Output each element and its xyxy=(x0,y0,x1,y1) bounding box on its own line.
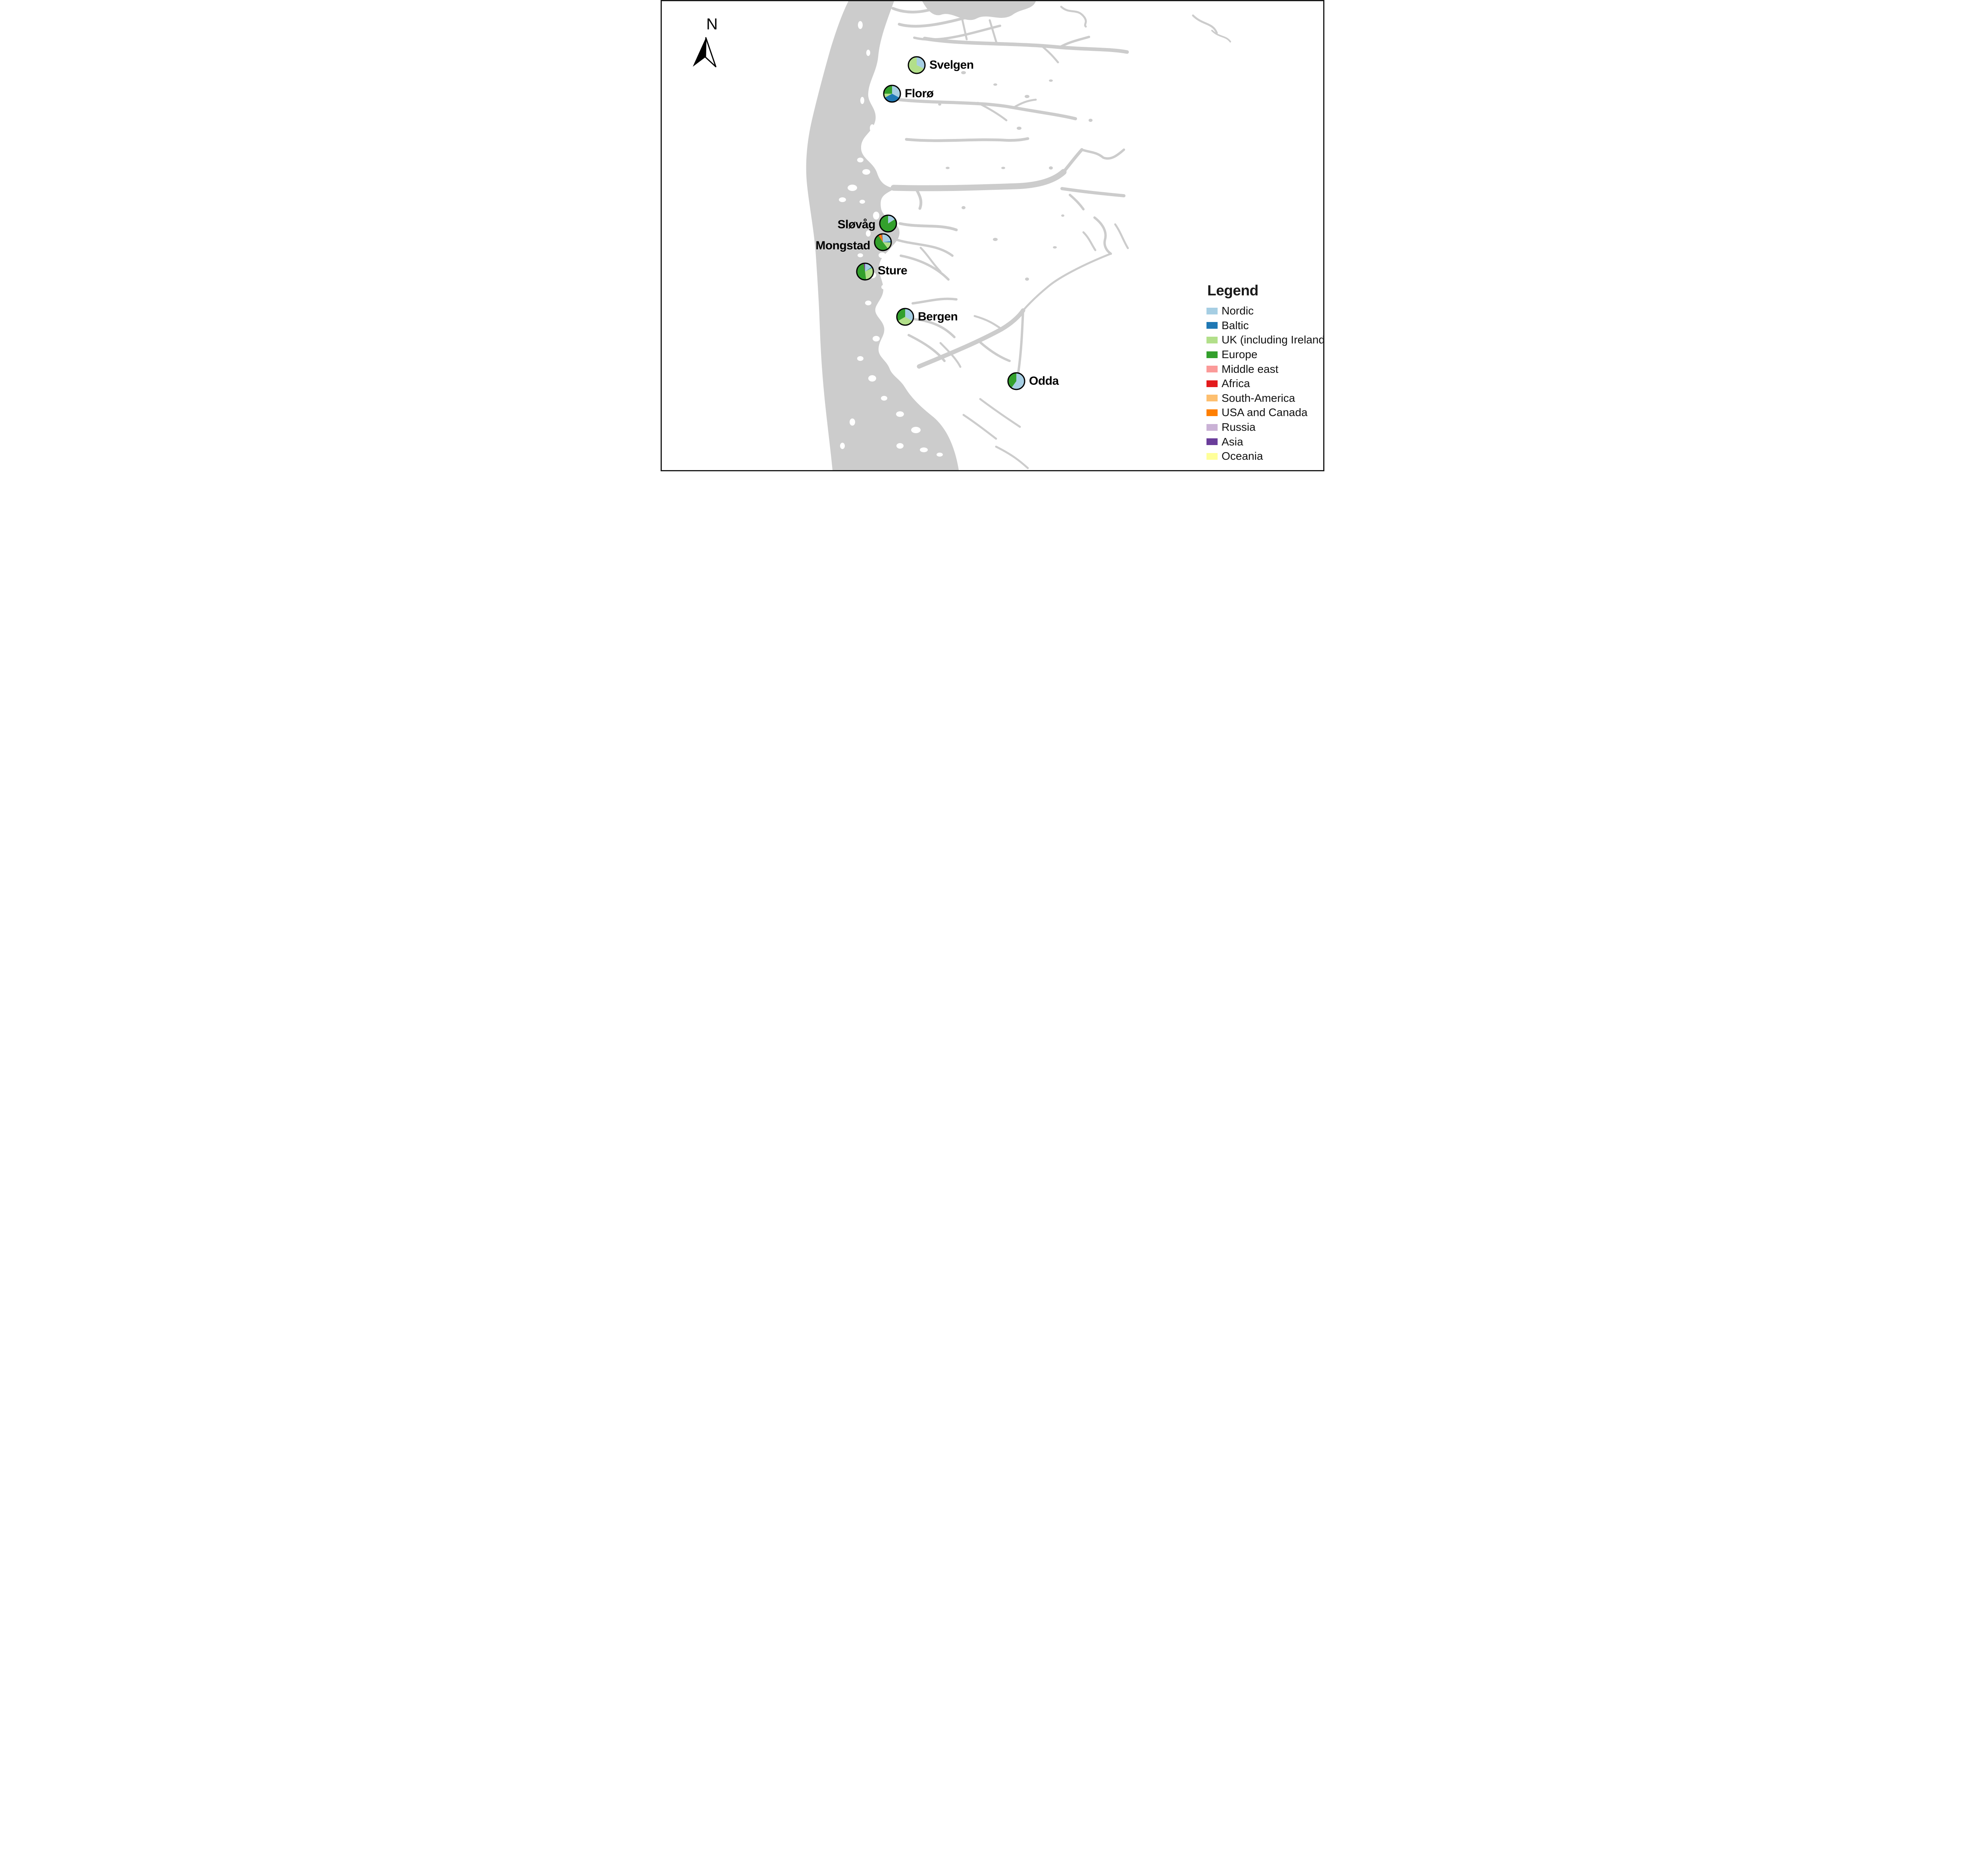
legend-swatch-nordic xyxy=(1206,307,1218,314)
legend-item-russia: Russia xyxy=(1206,420,1322,435)
legend-item-usa-canada: USA and Canada xyxy=(1206,405,1322,420)
place-label-mongstad: Mongstad xyxy=(815,239,870,252)
lake-specks xyxy=(938,71,1093,281)
norway-coast-map xyxy=(806,1,1231,470)
legend-swatch-russia xyxy=(1206,424,1218,431)
site-pie-charts xyxy=(856,56,1025,390)
legend-item-oceania: Oceania xyxy=(1206,449,1322,464)
place-label-odda: Odda xyxy=(1029,374,1059,388)
legend-swatch-uk xyxy=(1206,336,1218,343)
legend-swatch-africa xyxy=(1206,380,1218,387)
legend-swatch-baltic xyxy=(1206,322,1218,329)
place-label-bergen: Bergen xyxy=(918,310,958,323)
legend-item-nordic: Nordic xyxy=(1206,304,1322,318)
legend-swatch-asia xyxy=(1206,438,1218,445)
legend-swatch-oceania xyxy=(1206,453,1218,460)
legend-item-baltic: Baltic xyxy=(1206,318,1322,333)
place-label-floro: Florø xyxy=(905,87,934,100)
pie-chart-floro xyxy=(883,85,901,103)
coastal-waters xyxy=(806,1,1231,470)
place-label-sture: Sture xyxy=(878,264,908,277)
pie-chart-svelgen xyxy=(908,56,926,74)
pie-chart-mongstad xyxy=(874,233,892,251)
north-arrow-icon xyxy=(693,37,717,67)
legend-item-asia: Asia xyxy=(1206,434,1322,449)
north-arrow: N xyxy=(685,15,736,73)
legend-item-south-america: South-America xyxy=(1206,391,1322,406)
map-figure: N Svelgen Florø Sløvåg Mongstad Sture Be… xyxy=(661,0,1324,471)
pie-chart-bergen xyxy=(896,308,914,326)
legend-item-europe: Europe xyxy=(1206,347,1322,362)
island-specks xyxy=(839,21,943,457)
legend-item-uk: UK (including Ireland) xyxy=(1206,333,1323,347)
pie-chart-slovag xyxy=(879,214,897,233)
legend-item-africa: Africa xyxy=(1206,376,1322,391)
place-label-svelgen: Svelgen xyxy=(929,58,974,71)
pie-chart-odda xyxy=(1007,372,1025,390)
legend: Legend Nordic Baltic UK (including Irela… xyxy=(1206,282,1323,464)
north-label: N xyxy=(706,15,718,33)
legend-swatch-usa-canada xyxy=(1206,409,1218,416)
legend-title: Legend xyxy=(1207,282,1258,299)
legend-swatch-south-america xyxy=(1206,395,1218,402)
legend-item-middle-east: Middle east xyxy=(1206,362,1322,376)
legend-swatch-europe xyxy=(1206,351,1218,358)
legend-swatch-middle-east xyxy=(1206,366,1218,373)
place-label-slovag: Sløvåg xyxy=(837,218,876,231)
pie-chart-sture xyxy=(856,262,874,281)
